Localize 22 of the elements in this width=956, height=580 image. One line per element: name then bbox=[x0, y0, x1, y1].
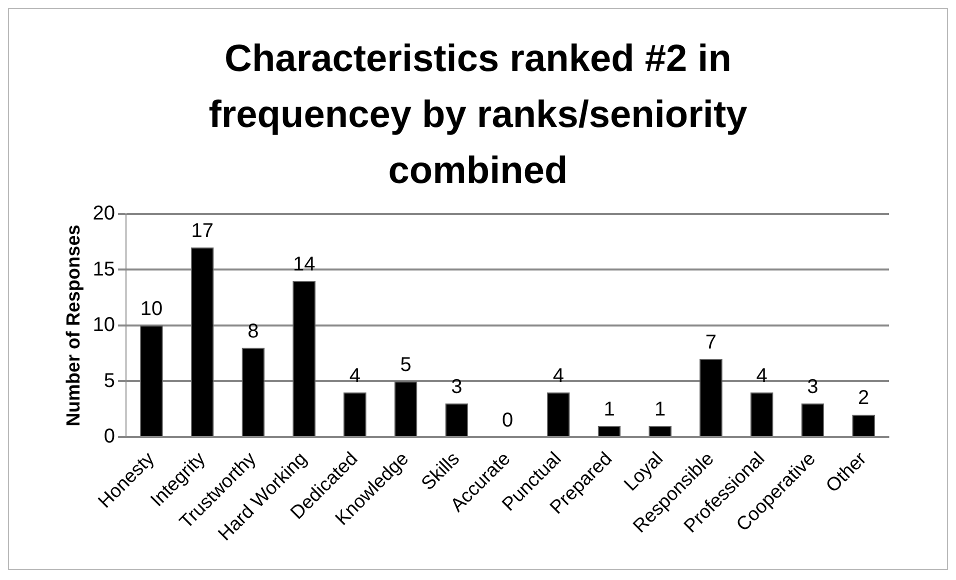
data-label: 5 bbox=[400, 354, 412, 376]
data-label: 3 bbox=[451, 376, 462, 398]
data-label: 1 bbox=[604, 398, 615, 420]
data-label: 4 bbox=[349, 364, 360, 387]
y-tick-label: 0 bbox=[104, 426, 116, 448]
data-label: 4 bbox=[756, 364, 768, 387]
y-tick-label: 10 bbox=[92, 314, 116, 336]
data-label: 2 bbox=[858, 387, 870, 410]
y-tick-label: 5 bbox=[104, 370, 116, 392]
y-tick-label: 15 bbox=[92, 258, 116, 280]
y-tick-label: 20 bbox=[92, 202, 116, 225]
data-label: 1 bbox=[654, 398, 666, 420]
data-label: 14 bbox=[292, 253, 316, 276]
data-label: 8 bbox=[248, 320, 259, 342]
data-label: 0 bbox=[502, 410, 514, 432]
data-label: 17 bbox=[191, 220, 214, 242]
data-label: 10 bbox=[140, 298, 163, 320]
chart-title: Characteristics ranked #2 in frequencey by ranks/seniority combined bbox=[208, 37, 748, 194]
data-label: 4 bbox=[552, 364, 564, 387]
data-label: 3 bbox=[807, 376, 818, 398]
y-axis-title: Number of Responses bbox=[64, 224, 85, 426]
data-label: 7 bbox=[705, 331, 717, 354]
